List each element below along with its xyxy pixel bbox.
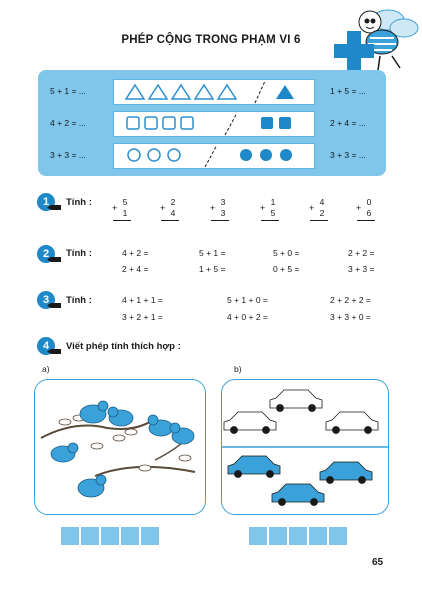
exercise-3-label: Tính : <box>66 295 92 306</box>
page-number: 65 <box>372 557 384 568</box>
equation: 5 + 1 = <box>199 248 226 258</box>
pencil-icon <box>47 349 61 354</box>
equation: 4 + 0 + 2 = <box>227 312 268 322</box>
sum-top: 2 <box>170 197 176 207</box>
pencil-icon <box>47 205 61 210</box>
sum-top: 5 <box>122 197 128 207</box>
answer-slots-b <box>249 527 347 545</box>
exercise-1-label: Tính : <box>66 197 92 208</box>
answer-slots-a <box>61 527 159 545</box>
equation: 2 + 4 = <box>122 264 149 274</box>
sum-line <box>310 220 328 221</box>
sum-line <box>261 220 279 221</box>
vertical-sum: + 5 1 <box>112 197 136 223</box>
exercise-4-label: Viết phép tính thích hợp : <box>66 341 181 352</box>
sum-operator: + <box>112 203 118 213</box>
answer-slot[interactable] <box>101 527 121 545</box>
panel-right-2: 2 + 4 = ... <box>330 118 366 128</box>
cars-icon <box>222 389 388 506</box>
answer-slot[interactable] <box>249 527 269 545</box>
vertical-sum: + 0 6 <box>356 197 380 223</box>
equation: 4 + 1 + 1 = <box>122 295 163 305</box>
shape-row-1 <box>113 79 315 105</box>
panel-left-1: 5 + 1 = ... <box>50 86 86 96</box>
equation: 4 + 2 = <box>122 248 149 258</box>
shape-row-3 <box>113 143 315 169</box>
cars-picture <box>221 379 389 515</box>
sum-line <box>161 220 179 221</box>
answer-slot[interactable] <box>121 527 141 545</box>
sum-bottom: 3 <box>220 208 226 218</box>
vertical-sum: + 3 3 <box>210 197 234 223</box>
answer-slot[interactable] <box>141 527 159 545</box>
sum-line <box>357 220 375 221</box>
equation: 2 + 2 + 2 = <box>330 295 371 305</box>
sum-bottom: 6 <box>366 208 372 218</box>
sum-bottom: 4 <box>170 208 176 218</box>
panel-left-3: 3 + 3 = ... <box>50 150 86 160</box>
vertical-sum: + 4 2 <box>309 197 333 223</box>
equation: 5 + 1 + 0 = <box>227 295 268 305</box>
sum-top: 4 <box>319 197 325 207</box>
exercise-2-label: Tính : <box>66 248 92 259</box>
panel-right-1: 1 + 5 = ... <box>330 86 366 96</box>
sum-bottom: 5 <box>270 208 276 218</box>
part-b-label: b) <box>234 364 242 374</box>
sum-top: 3 <box>220 197 226 207</box>
sum-operator: + <box>260 203 266 213</box>
sum-bottom: 2 <box>319 208 325 218</box>
sum-operator: + <box>210 203 216 213</box>
bee-mascot-icon <box>334 9 419 71</box>
pencil-icon <box>47 303 61 308</box>
page-title: PHÉP CỘNG TRONG PHẠM VI 6 <box>121 34 301 46</box>
answer-slot[interactable] <box>329 527 347 545</box>
sum-bottom: 1 <box>122 208 128 218</box>
sum-operator: + <box>160 203 166 213</box>
equation: 5 + 0 = <box>273 248 300 258</box>
answer-slot[interactable] <box>309 527 329 545</box>
squares-row-icon <box>126 112 291 136</box>
part-a-label: a) <box>42 364 50 374</box>
panel-right-3: 3 + 3 = ... <box>330 150 366 160</box>
sum-line <box>211 220 229 221</box>
pencil-icon <box>47 257 61 262</box>
equation: 3 + 3 + 0 = <box>330 312 371 322</box>
sum-operator: + <box>309 203 315 213</box>
birds-picture <box>34 379 206 515</box>
vertical-sum: + 1 5 <box>260 197 284 223</box>
answer-slot[interactable] <box>61 527 81 545</box>
answer-slot[interactable] <box>269 527 289 545</box>
equation: 2 + 2 = <box>348 248 375 258</box>
triangles-row-icon <box>124 80 294 104</box>
answer-slot[interactable] <box>81 527 101 545</box>
birds-on-branch-icon <box>40 400 196 498</box>
equation: 0 + 5 = <box>273 264 300 274</box>
equation: 3 + 3 = <box>348 264 375 274</box>
equation: 1 + 5 = <box>199 264 226 274</box>
sum-top: 1 <box>270 197 276 207</box>
equation: 3 + 2 + 1 = <box>122 312 163 322</box>
circles-row-icon <box>127 144 292 168</box>
sum-top: 0 <box>366 197 372 207</box>
sum-operator: + <box>356 203 362 213</box>
sum-line <box>113 220 131 221</box>
panel-left-2: 4 + 2 = ... <box>50 118 86 128</box>
vertical-sum: + 2 4 <box>160 197 184 223</box>
answer-slot[interactable] <box>289 527 309 545</box>
